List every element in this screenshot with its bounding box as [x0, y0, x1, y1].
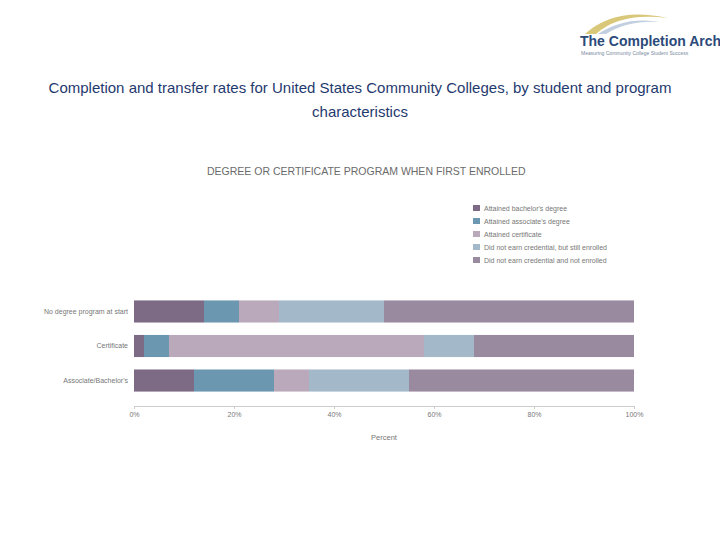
legend: Attained bachelor's degree Attained assoc… — [473, 205, 607, 264]
logo-arch — [585, 14, 668, 34]
legend-swatch — [473, 257, 480, 263]
x-tick-label: 20% — [227, 411, 241, 418]
legend-label: Attained associate's degree — [484, 218, 570, 226]
legend-label: Did not earn credential, but still enrol… — [484, 244, 607, 251]
series-group — [384, 300, 634, 391]
logo-arch-inner — [598, 21, 660, 35]
legend-swatch — [473, 218, 480, 224]
y-tick-label: Associate/Bachelor's — [63, 377, 128, 384]
bar-segment — [409, 369, 634, 391]
logo-text: The Completion Arch — [580, 33, 720, 49]
x-tick-label: 80% — [527, 411, 541, 418]
legend-item: Did not earn credential and not enrolled — [473, 257, 607, 264]
bar-segment — [239, 300, 279, 322]
x-tick-label: 60% — [427, 411, 441, 418]
logo: The Completion ArchMeasuring Community C… — [580, 14, 720, 56]
plot-area — [134, 300, 634, 391]
legend-item: Attained bachelor's degree — [473, 205, 567, 213]
x-tick: 100% — [626, 406, 644, 418]
legend-swatch — [473, 244, 480, 250]
chart-title: DEGREE OR CERTIFICATE PROGRAM WHEN FIRST… — [207, 165, 526, 177]
legend-item: Did not earn credential, but still enrol… — [473, 244, 607, 251]
x-axis: 0% 20% 40% 60% 80% 100% — [129, 406, 643, 418]
bar-segment — [274, 369, 309, 391]
y-tick-label: Certificate — [96, 342, 128, 349]
bar-segment — [134, 335, 144, 357]
x-tick-mark — [134, 406, 135, 409]
bar-segment — [424, 335, 474, 357]
legend-swatch — [473, 231, 480, 237]
bar-segment — [169, 335, 424, 357]
legend-label: Attained certificate — [484, 231, 542, 238]
x-tick: 0% — [129, 406, 139, 418]
bar-segment — [204, 300, 239, 322]
logo-tagline: Measuring Community College Student Succ… — [581, 50, 689, 56]
x-tick-mark — [534, 406, 535, 409]
bar-segment — [474, 335, 634, 357]
chart-svg: The Completion ArchMeasuring Community C… — [0, 0, 720, 540]
x-tick: 20% — [227, 406, 241, 418]
x-tick: 60% — [427, 406, 441, 418]
legend-label: Attained bachelor's degree — [484, 205, 567, 213]
bar-segment — [144, 335, 169, 357]
x-tick-mark — [434, 406, 435, 409]
y-axis: No degree program at start Certificate Ass… — [44, 308, 134, 384]
y-tick: No degree program at start — [44, 308, 134, 316]
legend-item: Attained certificate — [473, 231, 542, 238]
x-tick: 80% — [527, 406, 541, 418]
bar-segment — [279, 300, 384, 322]
y-tick: Certificate — [96, 342, 134, 349]
x-tick-label: 0% — [129, 411, 139, 418]
y-tick-label: No degree program at start — [44, 308, 128, 316]
x-axis-line — [135, 407, 635, 410]
bar-segment — [134, 369, 194, 391]
x-tick-mark — [334, 406, 335, 409]
bar-segment — [384, 300, 634, 322]
bar-segment — [194, 369, 274, 391]
x-tick-label: 40% — [327, 411, 341, 418]
y-tick: Associate/Bachelor's — [63, 377, 134, 384]
bar-segment — [134, 300, 204, 322]
bar-segment — [309, 369, 409, 391]
page-title: Completion and transfer rates for United… — [20, 76, 700, 124]
legend-swatch — [473, 205, 480, 211]
legend-label: Did not earn credential and not enrolled — [484, 257, 607, 264]
x-axis-title: Percent — [371, 433, 398, 442]
x-tick-mark — [634, 406, 635, 409]
x-tick-label: 100% — [626, 411, 644, 418]
x-tick-mark — [234, 406, 235, 409]
x-tick: 40% — [327, 406, 341, 418]
legend-item: Attained associate's degree — [473, 218, 570, 226]
